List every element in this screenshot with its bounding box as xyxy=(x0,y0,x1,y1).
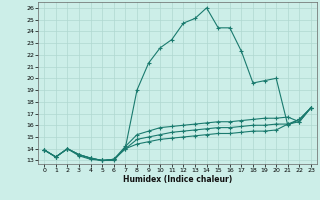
X-axis label: Humidex (Indice chaleur): Humidex (Indice chaleur) xyxy=(123,175,232,184)
